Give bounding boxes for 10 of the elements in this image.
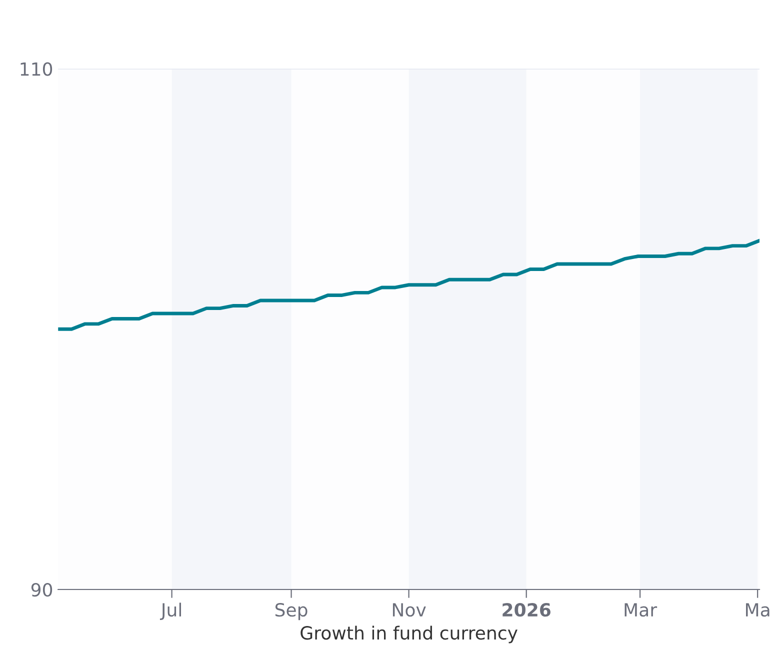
y-tick-label: 90 — [31, 582, 52, 597]
x-tick-label: 2026 — [502, 603, 551, 617]
x-tick-label: Nov — [392, 603, 426, 617]
y-tick-label: 110 — [20, 62, 52, 76]
x-tick-label: Mar — [624, 603, 658, 617]
x-axis-title: Growth in fund currency — [300, 626, 518, 644]
x-tick-label: Jul — [160, 602, 182, 620]
x-tick-label: Ma — [746, 603, 770, 617]
line-series — [58, 238, 760, 331]
x-tick-label: Sep — [275, 603, 308, 620]
